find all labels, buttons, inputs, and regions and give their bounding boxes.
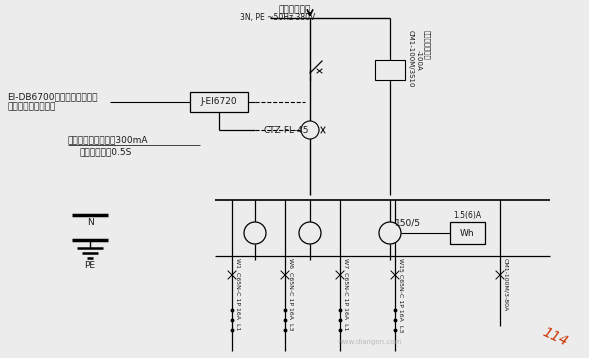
Text: CM1-100M/3-80A: CM1-100M/3-80A — [503, 258, 508, 311]
Text: 3N, PE ~50Hz 380V: 3N, PE ~50Hz 380V — [240, 13, 316, 22]
Text: www.diangon.com: www.diangon.com — [338, 339, 402, 345]
Text: CM1-100M/3S10: CM1-100M/3S10 — [408, 30, 414, 87]
Text: W6  C65N-C 1P 16A  L3: W6 C65N-C 1P 16A L3 — [288, 258, 293, 330]
Text: 114: 114 — [540, 325, 570, 349]
Circle shape — [379, 222, 401, 244]
Text: 加装分励脱扣器: 加装分励脱扣器 — [424, 30, 431, 60]
Circle shape — [301, 121, 319, 139]
Bar — [450, 222, 485, 244]
Text: 探测器设定报警电流300mA: 探测器设定报警电流300mA — [68, 135, 148, 144]
Circle shape — [244, 222, 266, 244]
Text: W1  C65N-C 1P 16A  L1: W1 C65N-C 1P 16A L1 — [235, 258, 240, 330]
Text: 由消防防控制室引来: 由消防防控制室引来 — [7, 102, 55, 111]
Text: N: N — [87, 218, 94, 227]
Text: W7  C65N-C 1P 16A  L1: W7 C65N-C 1P 16A L1 — [343, 258, 348, 330]
Text: 1.5(6)A: 1.5(6)A — [454, 211, 482, 220]
Circle shape — [299, 222, 321, 244]
Text: W15 C65N-C 1P 16A  L3: W15 C65N-C 1P 16A L3 — [398, 258, 403, 332]
Text: CTZ-FL-45: CTZ-FL-45 — [263, 126, 309, 135]
Text: Wh: Wh — [460, 228, 475, 237]
Text: 详经向系统图: 详经向系统图 — [279, 5, 311, 14]
Text: PE: PE — [84, 261, 95, 270]
Bar — [190, 92, 248, 112]
Text: EI-DB6700电气火灾监控系统: EI-DB6700电气火灾监控系统 — [7, 92, 98, 101]
Text: -100A: -100A — [416, 50, 422, 71]
Text: J-EI6720: J-EI6720 — [201, 97, 237, 106]
Text: 设定动作时间0.5S: 设定动作时间0.5S — [80, 147, 133, 156]
Text: 150/5: 150/5 — [395, 218, 421, 227]
Bar — [375, 60, 405, 80]
